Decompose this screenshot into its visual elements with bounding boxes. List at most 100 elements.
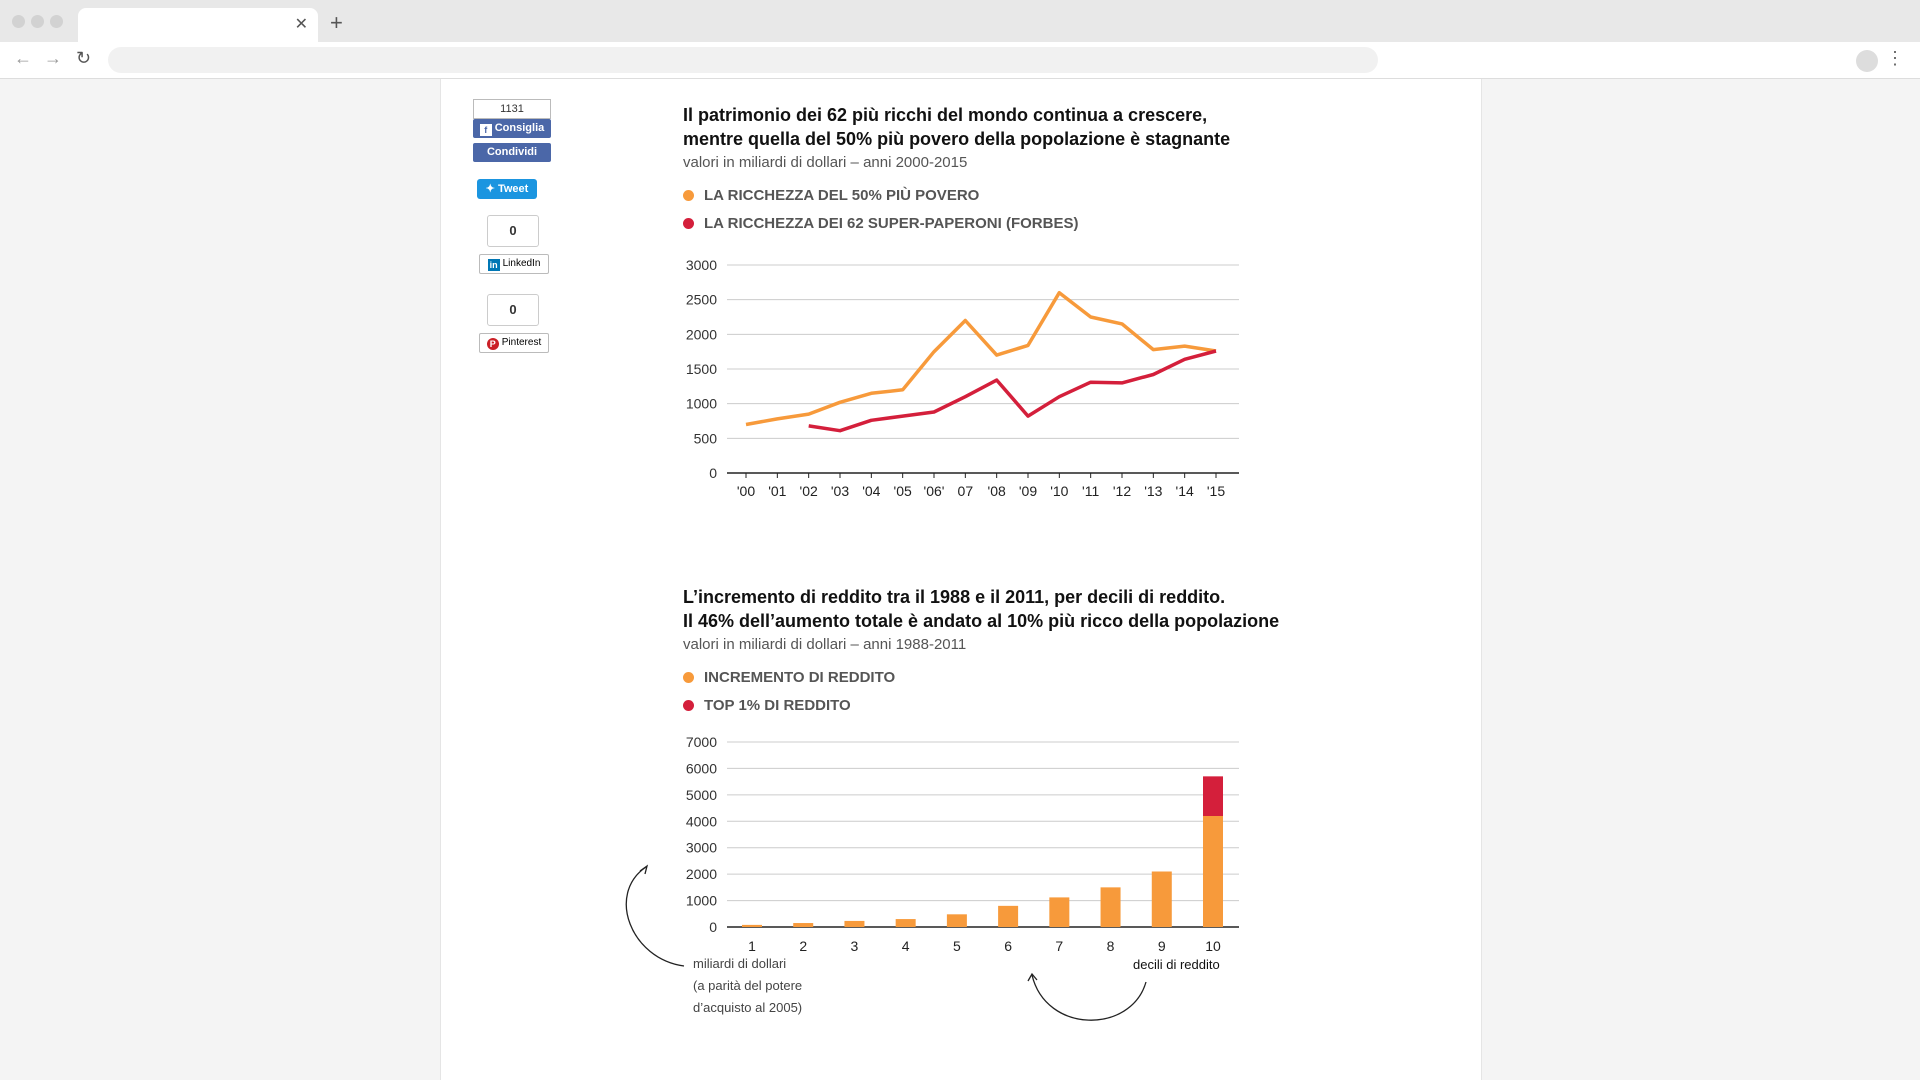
facebook-like-label: Consiglia	[494, 122, 545, 134]
y-tick-label: 4000	[686, 813, 717, 829]
y-tick-label: 1000	[686, 893, 717, 909]
facebook-like-button[interactable]: f Consiglia	[473, 119, 551, 138]
series-line-rich	[808, 349, 1217, 433]
y-tick-label: 0	[709, 919, 717, 935]
bar-increment	[844, 920, 865, 927]
y-axis-annotation: d’acquisto al 2005)	[693, 1000, 802, 1015]
window-controls[interactable]	[12, 15, 69, 33]
linkedin-icon: in	[487, 259, 500, 271]
pinterest-button[interactable]: P Pinterest	[479, 333, 549, 353]
x-tick-label: '00	[737, 483, 755, 499]
legend-dot	[683, 700, 694, 711]
bar-increment	[742, 924, 762, 927]
y-tick-label: 500	[694, 430, 718, 446]
legend-label: LA RICCHEZZA DEL 50% PIÙ POVERO	[704, 187, 980, 204]
legend-dot	[683, 672, 694, 683]
linkedin-button[interactable]: in LinkedIn	[479, 254, 549, 274]
linkedin-count: 0	[487, 215, 539, 247]
pinterest-count: 0	[487, 294, 539, 326]
bar-increment	[1049, 897, 1070, 927]
chart1-subtitle: valori in miliardi di dollari – anni 200…	[683, 154, 968, 171]
y-tick-label: 2000	[686, 866, 717, 882]
bar-increment	[946, 914, 967, 927]
annotation-arrowhead-x	[1027, 972, 1038, 982]
annotation-arrow-x	[1031, 974, 1147, 1021]
chart2-legend-item-top1: TOP 1% DI REDDITO	[683, 697, 851, 714]
annotation-arrow-y	[625, 866, 685, 967]
y-axis-annotation: (a parità del potere	[693, 978, 802, 993]
y-axis-annotation: miliardi di dollari	[693, 956, 786, 971]
chart2-title-line2: Il 46% dell’aumento totale è andato al 1…	[683, 611, 1280, 631]
chart1-legend-item-poor: LA RICCHEZZA DEL 50% PIÙ POVERO	[683, 187, 979, 204]
back-icon[interactable]: ←	[14, 48, 32, 68]
x-tick-label: '03	[831, 483, 849, 499]
x-tick-label: '01	[768, 483, 786, 499]
browser-tab-bar: ✕ +	[0, 0, 1920, 42]
x-tick-label: '06'	[924, 483, 945, 499]
chart1-title-line2: mentre quella del 50% più povero della p…	[683, 129, 1231, 149]
browser-toolbar: ← → ↻ ⋮	[0, 42, 1920, 79]
y-tick-label: 5000	[686, 787, 717, 803]
close-tab-icon[interactable]: ✕	[294, 16, 308, 33]
bar-top1	[1203, 776, 1223, 816]
chart2-subtitle: valori in miliardi di dollari – anni 198…	[683, 636, 967, 653]
tweet-button[interactable]: ✦ Tweet	[477, 179, 537, 199]
pinterest-label: Pinterest	[501, 337, 542, 348]
bar-increment	[1100, 887, 1121, 927]
y-tick-label: 2000	[686, 326, 717, 342]
line-chart: 0 500 1000 1500 2000 2500 3000 '00 '01 '02 '03 '04 '…	[686, 257, 1239, 499]
series-line-poor	[745, 290, 1217, 427]
x-tick-label: '09	[1019, 483, 1037, 499]
bar-increment	[895, 919, 916, 927]
x-tick-label: '11	[1082, 483, 1099, 499]
x-tick-label: '14	[1176, 483, 1194, 499]
address-bar[interactable]	[108, 47, 1378, 73]
browser-tab[interactable]: ✕	[78, 8, 318, 42]
article-page: 1131 f Consiglia Condividi ✦ Tweet 0 in Li…	[440, 79, 1482, 1080]
menu-icon[interactable]: ⋮	[1886, 48, 1904, 68]
x-tick-label: 2	[799, 938, 807, 954]
y-tick-label: 3000	[686, 840, 717, 856]
reload-icon[interactable]: ↻	[76, 48, 92, 68]
legend-dot	[683, 218, 694, 229]
x-tick-label: 7	[1055, 938, 1063, 954]
forward-icon[interactable]: →	[44, 48, 62, 68]
x-tick-label: 8	[1107, 938, 1115, 954]
x-tick-label: '08	[988, 483, 1006, 499]
bar-increment	[793, 923, 814, 927]
chart1-title: Il patrimonio dei 62 più ricchi del mond…	[683, 103, 1230, 151]
chart2-title-line1: L’incremento di reddito tra il 1988 e il…	[683, 587, 1226, 607]
legend-label: LA RICCHEZZA DEI 62 SUPER-PAPERONI (FORB…	[704, 215, 1079, 232]
y-tick-label: 7000	[686, 734, 717, 750]
facebook-share-button[interactable]: Condividi	[473, 143, 551, 162]
x-tick-label: 3	[851, 938, 859, 954]
bar-increment	[998, 905, 1019, 927]
x-tick-label: '12	[1113, 483, 1131, 499]
x-tick-label: 6	[1004, 938, 1012, 954]
new-tab-icon[interactable]: +	[330, 10, 343, 35]
pinterest-icon: P	[486, 338, 499, 350]
chart2-legend-item-increment: INCREMENTO DI REDDITO	[683, 669, 895, 686]
tweet-label: Tweet	[497, 183, 529, 195]
legend-dot	[683, 190, 694, 201]
bar-increment	[1203, 816, 1223, 927]
x-tick-label: '02	[800, 483, 818, 499]
x-tick-label: '15	[1207, 483, 1225, 499]
x-tick-label: 07	[958, 483, 974, 499]
legend-label: TOP 1% DI REDDITO	[704, 697, 851, 714]
linkedin-label: LinkedIn	[502, 258, 541, 269]
x-tick-label: 10	[1205, 938, 1221, 954]
profile-avatar[interactable]	[1856, 50, 1878, 72]
bar-chart: 0 1000 2000 3000 4000 5000 6000 7000 1 2 3 4 5 6 7 8 9 10…	[625, 734, 1239, 1021]
x-tick-label: 9	[1158, 938, 1166, 954]
x-axis-annotation: decili di reddito	[1133, 957, 1220, 972]
x-tick-label: '04	[862, 483, 880, 499]
chart2-title: L’incremento di reddito tra il 1988 e il…	[683, 585, 1279, 633]
x-tick-label: '13	[1144, 483, 1162, 499]
facebook-icon: f	[479, 124, 492, 136]
chart1-title-line1: Il patrimonio dei 62 più ricchi del mond…	[683, 105, 1208, 125]
y-tick-label: 1000	[686, 396, 717, 412]
x-tick-label: 5	[953, 938, 961, 954]
facebook-count: 1131	[473, 99, 551, 119]
x-tick-label: '05	[894, 483, 912, 499]
